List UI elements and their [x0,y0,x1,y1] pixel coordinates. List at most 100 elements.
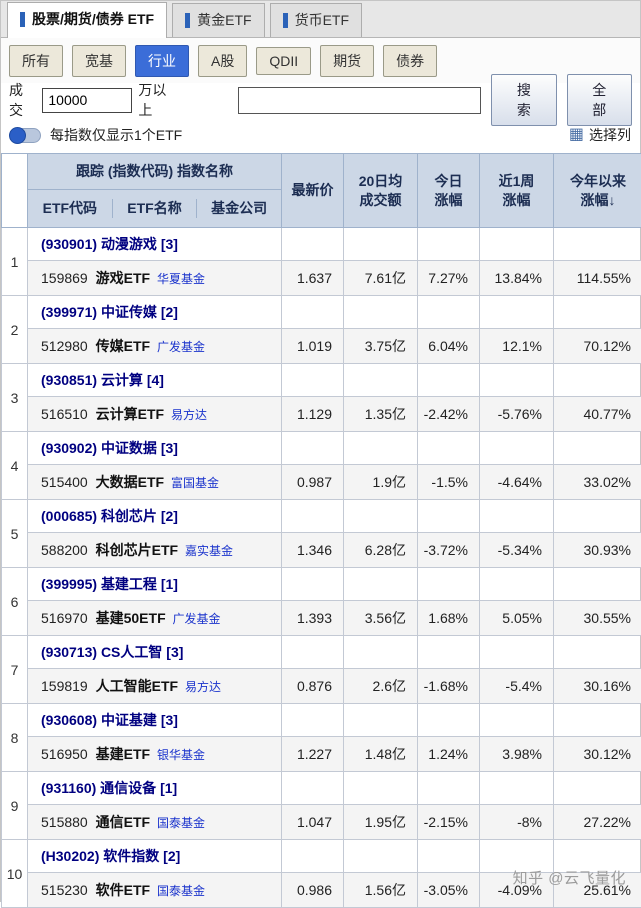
category-filter-button[interactable]: 期货 [320,45,374,77]
etf-name-cell[interactable]: 516950 基建ETF 银华基金 [28,737,282,772]
row-number: 1 [2,228,28,296]
etf-row[interactable]: 512980 传媒ETF 广发基金 1.019 3.75亿 6.04% 12.1… [2,329,641,364]
etf-row[interactable]: 516510 云计算ETF 易方达 1.129 1.35亿 -2.42% -5.… [2,397,641,432]
index-name: 中证基建 [101,712,157,728]
latest-price-column-header[interactable]: 最新价 [282,154,344,228]
empty-cell [282,500,344,533]
fund-company: 嘉实基金 [185,544,233,558]
index-name-cell[interactable]: (931160) 通信设备 [1] [28,772,282,805]
column-chooser-button[interactable]: ▦ 选择列 [569,125,631,145]
etf-subcolumns-header[interactable]: ETF代码 ETF名称 基金公司 [28,190,282,228]
latest-price-cell: 1.393 [282,601,344,636]
etf-code: 588200 [41,542,88,558]
etf-name: 游戏ETF [96,270,150,286]
row-number: 10 [2,840,28,908]
category-filter-button[interactable]: 行业 [135,45,189,77]
index-row[interactable]: 2 (399971) 中证传媒 [2] [2,296,641,329]
etf-row[interactable]: 516950 基建ETF 银华基金 1.227 1.48亿 1.24% 3.98… [2,737,641,772]
index-row[interactable]: 4 (930902) 中证数据 [3] [2,432,641,465]
ytd-change-cell: 114.55% [554,261,641,296]
ytd-change-cell: 33.02% [554,465,641,500]
today-change-column-header[interactable]: 今日 涨幅 [418,154,480,228]
index-name-column-header[interactable]: 跟踪 (指数代码) 指数名称 [28,154,282,190]
etf-row[interactable]: 159869 游戏ETF 华夏基金 1.637 7.61亿 7.27% 13.8… [2,261,641,296]
etf-name-cell[interactable]: 159869 游戏ETF 华夏基金 [28,261,282,296]
today-change-cell: 1.24% [418,737,480,772]
etf-name-cell[interactable]: 512980 传媒ETF 广发基金 [28,329,282,364]
week-change-cell: 13.84% [480,261,554,296]
index-row[interactable]: 1 (930901) 动漫游戏 [3] [2,228,641,261]
index-name-cell[interactable]: (930851) 云计算 [4] [28,364,282,397]
etf-name: 大数据ETF [96,474,164,490]
category-filter-button[interactable]: 宽基 [72,45,126,77]
index-row[interactable]: 9 (931160) 通信设备 [1] [2,772,641,805]
etf-name-cell[interactable]: 516510 云计算ETF 易方达 [28,397,282,432]
index-row[interactable]: 3 (930851) 云计算 [4] [2,364,641,397]
today-change-cell: -3.72% [418,533,480,568]
index-name-cell[interactable]: (000685) 科创芯片 [2] [28,500,282,533]
empty-cell [418,364,480,397]
etf-code: 515880 [41,814,88,830]
index-code: (931160) [41,780,96,796]
etf-count-badge: [3] [161,440,178,456]
category-filter-button[interactable]: QDII [256,47,311,75]
tab-marker-icon [185,13,190,28]
etf-row[interactable]: 588200 科创芯片ETF 嘉实基金 1.346 6.28亿 -3.72% -… [2,533,641,568]
search-input[interactable] [238,87,481,114]
row-number-column-header [2,154,28,228]
index-name-cell[interactable]: (930713) CS人工智 [3] [28,636,282,669]
tab[interactable]: 黄金ETF [172,3,264,37]
volume-threshold-input[interactable] [42,88,132,113]
etf-row[interactable]: 515400 大数据ETF 富国基金 0.987 1.9亿 -1.5% -4.6… [2,465,641,500]
etf-code: 515400 [41,474,88,490]
category-filter-button[interactable]: 所有 [9,45,63,77]
etf-name-cell[interactable]: 159819 人工智能ETF 易方达 [28,669,282,704]
index-name-cell[interactable]: (H30202) 软件指数 [2] [28,840,282,873]
empty-cell [480,296,554,329]
index-name-cell[interactable]: (930901) 动漫游戏 [3] [28,228,282,261]
category-filter-button[interactable]: 债券 [383,45,437,77]
etf-name-cell[interactable]: 588200 科创芯片ETF 嘉实基金 [28,533,282,568]
row-number: 8 [2,704,28,772]
row-number: 7 [2,636,28,704]
etf-name-cell[interactable]: 515230 软件ETF 国泰基金 [28,873,282,908]
index-row[interactable]: 8 (930608) 中证基建 [3] [2,704,641,737]
index-name-cell[interactable]: (399995) 基建工程 [1] [28,568,282,601]
fund-company: 国泰基金 [157,816,205,830]
etf-name-cell[interactable]: 515880 通信ETF 国泰基金 [28,805,282,840]
etf-name-cell[interactable]: 516970 基建50ETF 广发基金 [28,601,282,636]
ytd-change-column-header-sorted[interactable]: 今年以来 涨幅↓ [554,154,641,228]
etf-name-cell[interactable]: 515400 大数据ETF 富国基金 [28,465,282,500]
etf-name: 通信ETF [96,814,150,830]
avg-volume-cell: 1.95亿 [344,805,418,840]
index-name-cell[interactable]: (930902) 中证数据 [3] [28,432,282,465]
one-etf-per-index-toggle[interactable] [10,128,41,143]
index-row[interactable]: 5 (000685) 科创芯片 [2] [2,500,641,533]
index-name: 云计算 [101,372,143,388]
etf-row[interactable]: 515230 软件ETF 国泰基金 0.986 1.56亿 -3.05% -4.… [2,873,641,908]
tab[interactable]: 货币ETF [270,3,362,37]
toggle-knob-icon [9,127,26,144]
empty-cell [418,840,480,873]
empty-cell [480,568,554,601]
etf-row[interactable]: 159819 人工智能ETF 易方达 0.876 2.6亿 -1.68% -5.… [2,669,641,704]
index-name-cell[interactable]: (930608) 中证基建 [3] [28,704,282,737]
tab[interactable]: 股票/期货/债券 ETF [7,2,167,38]
index-name-cell[interactable]: (399971) 中证传媒 [2] [28,296,282,329]
ytd-change-cell: 25.61% [554,873,641,908]
today-change-cell: 1.68% [418,601,480,636]
category-filter-button[interactable]: A股 [198,45,247,77]
empty-cell [344,568,418,601]
index-row[interactable]: 10 (H30202) 软件指数 [2] [2,840,641,873]
show-all-button[interactable]: 全部 [567,74,632,126]
avg-volume-column-header[interactable]: 20日均 成交额 [344,154,418,228]
week-change-column-header[interactable]: 近1周 涨幅 [480,154,554,228]
search-button[interactable]: 搜索 [491,74,556,126]
index-row[interactable]: 7 (930713) CS人工智 [3] [2,636,641,669]
etf-row[interactable]: 515880 通信ETF 国泰基金 1.047 1.95亿 -2.15% -8%… [2,805,641,840]
empty-cell [418,432,480,465]
index-row[interactable]: 6 (399995) 基建工程 [1] [2,568,641,601]
fund-company: 国泰基金 [157,884,205,898]
etf-row[interactable]: 516970 基建50ETF 广发基金 1.393 3.56亿 1.68% 5.… [2,601,641,636]
index-name: 动漫游戏 [101,236,157,252]
